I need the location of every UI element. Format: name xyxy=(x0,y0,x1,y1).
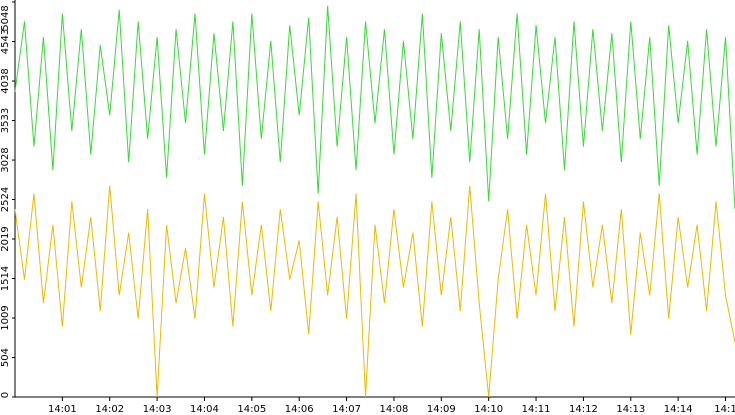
y-tick-label: 3028 xyxy=(0,147,11,172)
x-tick-label: 14:02 xyxy=(95,404,124,415)
x-tick-label: 14:09 xyxy=(427,404,456,415)
x-tick-label: 14:08 xyxy=(380,404,409,415)
x-tick-label: 14:12 xyxy=(569,404,598,415)
x-tick-label: 14:01 xyxy=(48,404,77,415)
x-tick-label: 14:07 xyxy=(332,404,361,415)
x-tick-label: 14:10 xyxy=(474,404,503,415)
y-tick-label: 4543 xyxy=(0,29,11,54)
x-tick-label: 14:03 xyxy=(143,404,172,415)
x-tick-label: 14:11 xyxy=(522,404,551,415)
x-tick-label: 14:13 xyxy=(616,404,645,415)
x-tick-label: 14:06 xyxy=(285,404,314,415)
y-tick-label: 3533 xyxy=(0,108,11,133)
y-tick-label: 5048 xyxy=(0,5,11,30)
x-tick-label: 14:14 xyxy=(664,404,693,415)
x-tick-label: 14:05 xyxy=(237,404,266,415)
y-tick-label: 2524 xyxy=(0,187,11,212)
y-tick-label: 4038 xyxy=(0,68,11,93)
series-line xyxy=(14,5,735,210)
y-tick-label: 1009 xyxy=(0,305,11,330)
y-tick-label: 504 xyxy=(0,348,11,367)
x-tick-label: 14:04 xyxy=(190,404,219,415)
y-tick-label: 0 xyxy=(0,392,11,398)
series-line xyxy=(14,185,735,398)
y-tick-label: 2019 xyxy=(0,226,11,251)
y-tick-label: 1514 xyxy=(0,266,11,291)
x-tick-label: 14:1 xyxy=(714,404,735,415)
